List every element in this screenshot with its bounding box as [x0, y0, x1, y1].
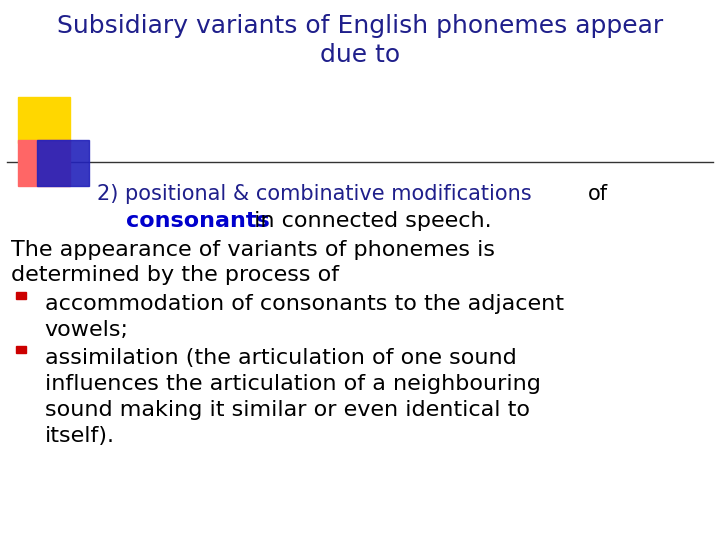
Text: in connected speech.: in connected speech.	[247, 211, 492, 231]
Bar	[18, 97, 70, 143]
Text: of: of	[588, 184, 608, 204]
Bar	[18, 140, 70, 186]
Text: vowels;: vowels;	[45, 320, 129, 340]
Text: itself).: itself).	[45, 426, 114, 446]
Bar	[16, 292, 26, 299]
Text: influences the articulation of a neighbouring: influences the articulation of a neighbo…	[45, 374, 541, 394]
Text: assimilation (the articulation of one sound: assimilation (the articulation of one so…	[45, 348, 516, 368]
Text: consonants: consonants	[126, 211, 270, 231]
Text: The appearance of variants of phonemes is: The appearance of variants of phonemes i…	[11, 240, 495, 260]
Bar	[16, 346, 26, 353]
Text: sound making it similar or even identical to: sound making it similar or even identica…	[45, 400, 530, 420]
Bar	[37, 140, 89, 186]
Text: 2) positional & combinative modifications: 2) positional & combinative modification…	[97, 184, 539, 204]
Text: accommodation of consonants to the adjacent: accommodation of consonants to the adjac…	[45, 294, 564, 314]
Text: due to: due to	[320, 43, 400, 67]
Text: determined by the process of: determined by the process of	[11, 265, 339, 285]
Text: Subsidiary variants of English phonemes appear: Subsidiary variants of English phonemes …	[57, 14, 663, 37]
